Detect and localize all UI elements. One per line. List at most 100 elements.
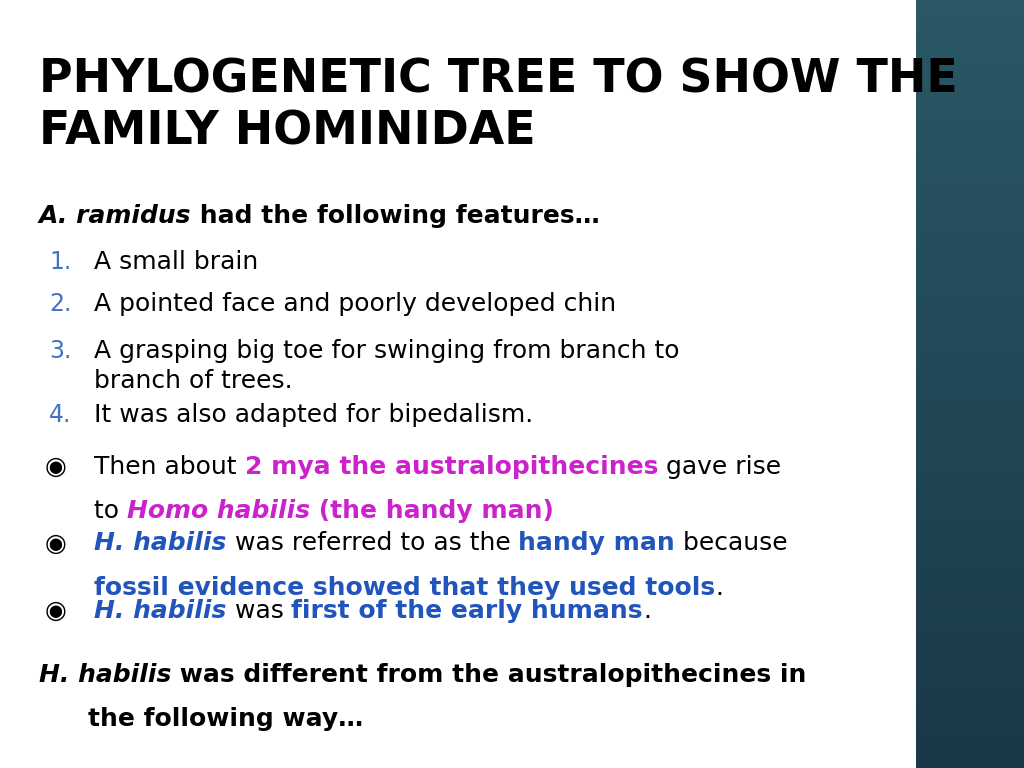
Bar	[916, 251, 1024, 253]
Bar	[916, 36, 1024, 38]
Bar	[916, 397, 1024, 399]
Bar	[916, 259, 1024, 261]
Bar	[916, 2, 1024, 5]
Text: fossil evidence showed that they used tools: fossil evidence showed that they used to…	[94, 576, 716, 600]
Text: 2.: 2.	[49, 292, 72, 316]
Bar	[916, 655, 1024, 658]
Text: ◉: ◉	[45, 599, 67, 623]
Bar	[916, 315, 1024, 317]
Bar	[916, 240, 1024, 243]
Bar	[916, 558, 1024, 561]
Bar	[916, 551, 1024, 553]
Bar	[916, 660, 1024, 663]
Bar	[916, 46, 1024, 48]
Bar	[916, 294, 1024, 297]
Bar	[916, 428, 1024, 430]
Bar	[916, 56, 1024, 59]
Bar	[916, 148, 1024, 151]
Text: H. habilis: H. habilis	[94, 531, 226, 555]
Bar	[916, 517, 1024, 520]
Bar	[916, 290, 1024, 292]
Bar	[916, 187, 1024, 190]
Text: A. ramidus: A. ramidus	[39, 204, 191, 227]
Bar	[916, 156, 1024, 159]
Bar	[916, 0, 1024, 2]
Bar	[916, 363, 1024, 366]
Bar	[916, 266, 1024, 269]
Bar	[916, 689, 1024, 691]
Bar	[916, 545, 1024, 548]
Bar	[916, 225, 1024, 228]
Bar	[916, 8, 1024, 10]
Bar	[916, 100, 1024, 102]
Bar	[916, 435, 1024, 438]
Bar	[916, 617, 1024, 620]
Bar	[916, 323, 1024, 325]
Bar	[916, 300, 1024, 302]
Bar	[916, 478, 1024, 482]
Bar	[916, 407, 1024, 409]
Bar	[916, 336, 1024, 338]
Bar	[916, 614, 1024, 617]
Bar	[916, 307, 1024, 310]
Bar	[916, 597, 1024, 599]
Bar	[916, 359, 1024, 361]
Bar	[916, 522, 1024, 525]
Bar	[916, 128, 1024, 131]
Bar	[916, 118, 1024, 121]
Bar	[916, 284, 1024, 286]
Bar	[916, 632, 1024, 635]
Text: 3.: 3.	[49, 339, 72, 363]
Bar	[916, 624, 1024, 627]
Bar	[916, 512, 1024, 515]
Bar	[916, 274, 1024, 276]
Text: first of the early humans: first of the early humans	[292, 599, 643, 623]
Bar	[916, 674, 1024, 676]
Bar	[916, 714, 1024, 717]
Bar	[916, 351, 1024, 353]
Bar	[916, 161, 1024, 164]
Bar	[916, 717, 1024, 720]
Bar	[916, 566, 1024, 568]
Bar	[916, 492, 1024, 494]
Bar	[916, 21, 1024, 23]
Text: handy man: handy man	[518, 531, 675, 555]
Bar	[916, 261, 1024, 263]
Bar	[916, 745, 1024, 747]
Text: was referred to as the: was referred to as the	[226, 531, 518, 555]
Bar	[916, 90, 1024, 92]
Bar	[916, 489, 1024, 492]
Bar	[916, 361, 1024, 363]
Bar	[916, 302, 1024, 305]
Bar	[916, 548, 1024, 551]
Bar	[916, 586, 1024, 589]
Bar	[916, 205, 1024, 207]
Text: ◉: ◉	[45, 531, 67, 555]
Bar	[916, 340, 1024, 343]
Bar	[916, 310, 1024, 313]
Bar	[916, 678, 1024, 681]
Bar	[916, 668, 1024, 670]
Bar	[916, 482, 1024, 484]
Bar	[916, 740, 1024, 743]
Text: .: .	[643, 599, 651, 623]
Bar	[916, 177, 1024, 179]
Bar	[916, 292, 1024, 294]
Bar	[916, 386, 1024, 389]
Bar	[916, 15, 1024, 18]
Text: was: was	[226, 599, 292, 623]
Text: was different from the australopithecines in: was different from the australopithecine…	[171, 663, 807, 687]
Bar	[916, 392, 1024, 394]
Bar	[916, 276, 1024, 279]
Bar	[916, 5, 1024, 8]
Bar	[916, 758, 1024, 760]
Bar	[916, 666, 1024, 668]
Bar	[916, 92, 1024, 94]
Bar	[916, 535, 1024, 538]
Bar	[916, 28, 1024, 31]
Text: A pointed face and poorly developed chin: A pointed face and poorly developed chin	[94, 292, 616, 316]
Bar	[916, 151, 1024, 154]
Bar	[916, 607, 1024, 609]
Bar	[916, 553, 1024, 555]
Bar	[916, 724, 1024, 727]
